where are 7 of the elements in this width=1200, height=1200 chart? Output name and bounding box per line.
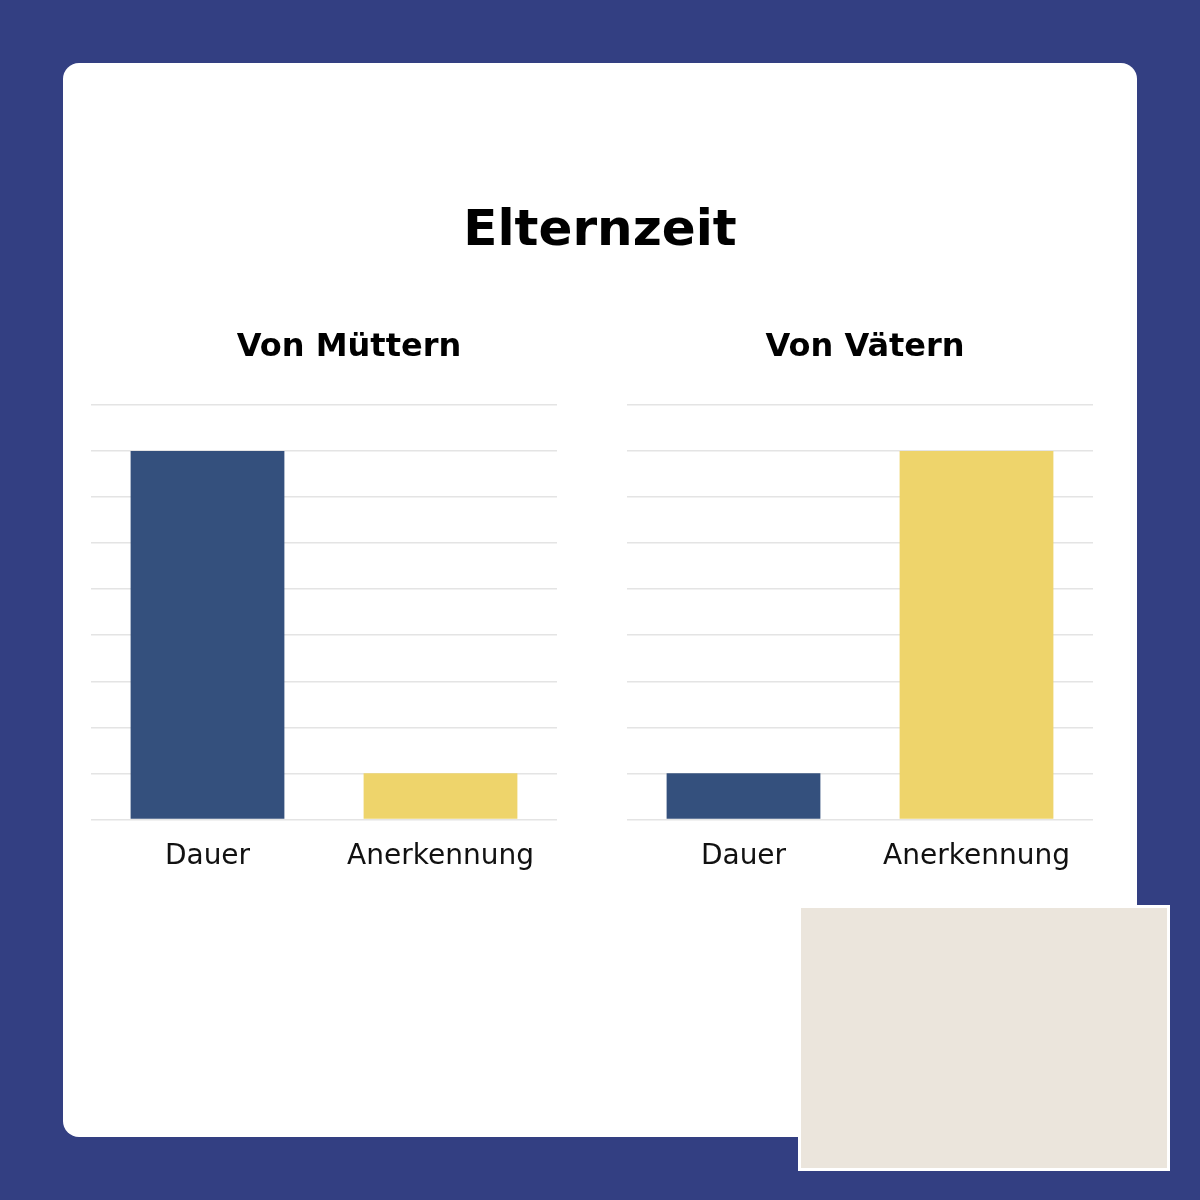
x-tick-label: Dauer xyxy=(164,838,251,872)
chart-subtitle: Von Vätern xyxy=(764,325,966,366)
x-tick-label: Anerkennung xyxy=(883,838,1070,872)
x-tick-label: Dauer xyxy=(700,838,787,872)
chart-title: Elternzeit xyxy=(462,198,738,259)
chart-subtitle: Von Müttern xyxy=(235,325,463,366)
x-tick-label: Anerkennung xyxy=(347,838,534,872)
